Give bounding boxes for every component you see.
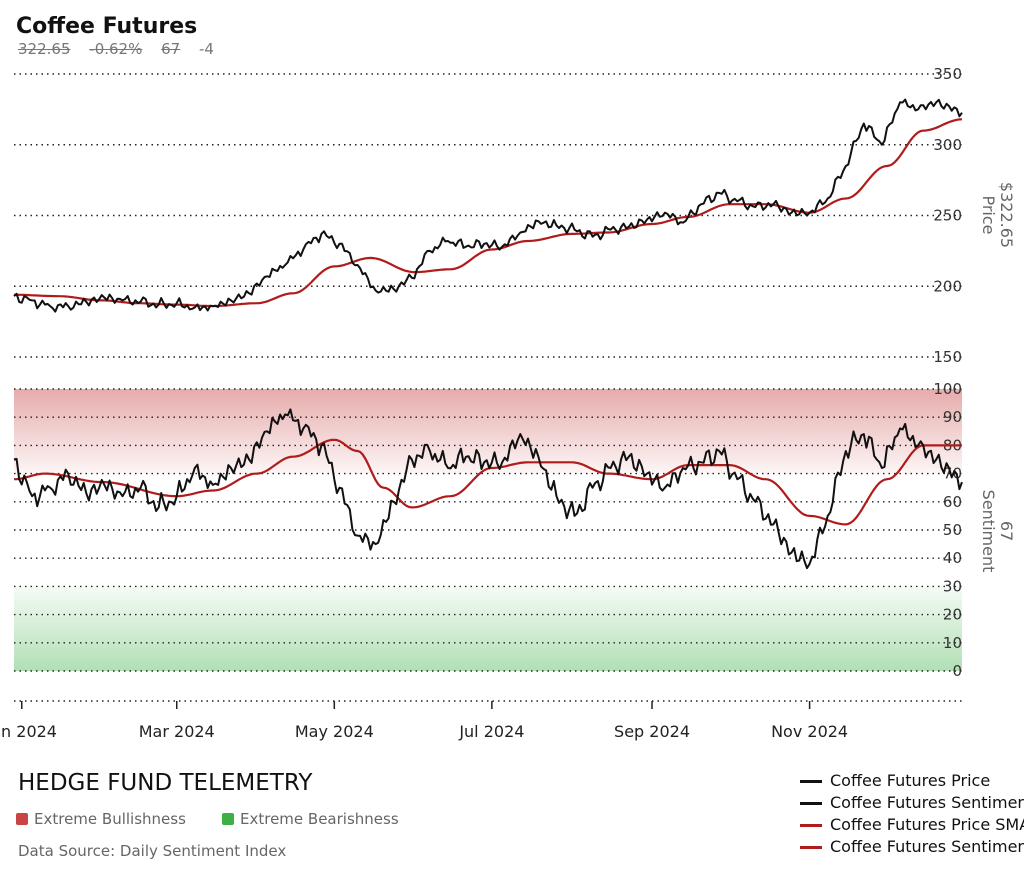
x-tick-label: Mar 2024	[139, 722, 215, 741]
sentiment-line	[13, 408, 963, 570]
x-tick-label: May 2024	[295, 722, 374, 741]
legend-item-sentiment[interactable]: Coffee Futures Sentiment	[800, 792, 1024, 814]
sentiment-tick-label: 20	[943, 606, 962, 624]
legend-label: Coffee Futures Sentiment	[830, 793, 1024, 812]
sentiment-tick-label: 60	[943, 493, 962, 511]
bearish-swatch	[222, 813, 234, 825]
key-bearish: Extreme Bearishness	[222, 810, 399, 828]
legend-item-price[interactable]: Coffee Futures Price	[800, 770, 1024, 792]
x-tick-label: Jan 2024	[0, 722, 57, 741]
last-price: 322.65	[18, 40, 71, 58]
price-change-pct: -0.62%	[89, 40, 143, 58]
legend-label: Coffee Futures Price SMA	[830, 815, 1024, 834]
bearish-zone	[14, 586, 962, 671]
price-tick-label: 150	[933, 348, 962, 366]
legend-line-swatch	[800, 824, 822, 827]
legend-line-swatch	[800, 780, 822, 783]
legend: Coffee Futures Price Coffee Futures Sent…	[800, 770, 1024, 858]
sentiment-tick-label: 10	[943, 634, 962, 652]
sentiment-tick-label: 50	[943, 521, 962, 539]
price-axis-label: Price	[979, 195, 998, 234]
sentiment-axis-label: Sentiment	[979, 490, 998, 573]
legend-label: Coffee Futures Price	[830, 771, 991, 790]
legend-item-sentiment-sma[interactable]: Coffee Futures Sentiment SMA	[800, 836, 1024, 858]
legend-line-swatch	[800, 802, 822, 805]
header-stats: 322.65 -0.62% 67 -4	[18, 40, 228, 58]
key-bearish-label: Extreme Bearishness	[240, 810, 399, 828]
x-tick-label: Nov 2024	[771, 722, 848, 741]
legend-label: Coffee Futures Sentiment SMA	[830, 837, 1024, 856]
sentiment-tick-label: 100	[933, 380, 962, 398]
chart-title: Coffee Futures	[16, 14, 198, 39]
legend-line-swatch	[800, 846, 822, 849]
sentiment-tick-label: 30	[943, 577, 962, 595]
sentiment-tick-label: 0	[952, 662, 962, 680]
last-sentiment: 67	[161, 40, 181, 58]
brand-name: HEDGE FUND TELEMETRY	[18, 770, 313, 796]
key-bullish-label: Extreme Bullishness	[34, 810, 186, 828]
price-last-value: $322.65	[997, 182, 1016, 248]
key-bullish: Extreme Bullishness	[16, 810, 186, 828]
price-tick-label: 250	[933, 207, 962, 225]
x-tick-label: Sep 2024	[614, 722, 690, 741]
sentiment-tick-label: 90	[943, 408, 962, 426]
sentiment-tick-label: 40	[943, 549, 962, 567]
chart-svg: 1502002503003500102030405060708090100Jan…	[0, 65, 1016, 741]
price-tick-label: 350	[933, 65, 962, 83]
sentiment-last-value: 67	[997, 521, 1016, 541]
price-line	[13, 98, 963, 313]
price-sma-line	[13, 118, 963, 308]
legend-item-price-sma[interactable]: Coffee Futures Price SMA	[800, 814, 1024, 836]
price-tick-label: 300	[933, 136, 962, 154]
x-tick-label: Jul 2024	[458, 722, 524, 741]
data-source: Data Source: Daily Sentiment Index	[18, 842, 287, 860]
sentiment-sma-line	[13, 438, 962, 526]
sentiment-change: -4	[199, 40, 214, 58]
bullish-zone	[14, 389, 962, 474]
price-tick-label: 200	[933, 277, 962, 295]
bullish-swatch	[16, 813, 28, 825]
